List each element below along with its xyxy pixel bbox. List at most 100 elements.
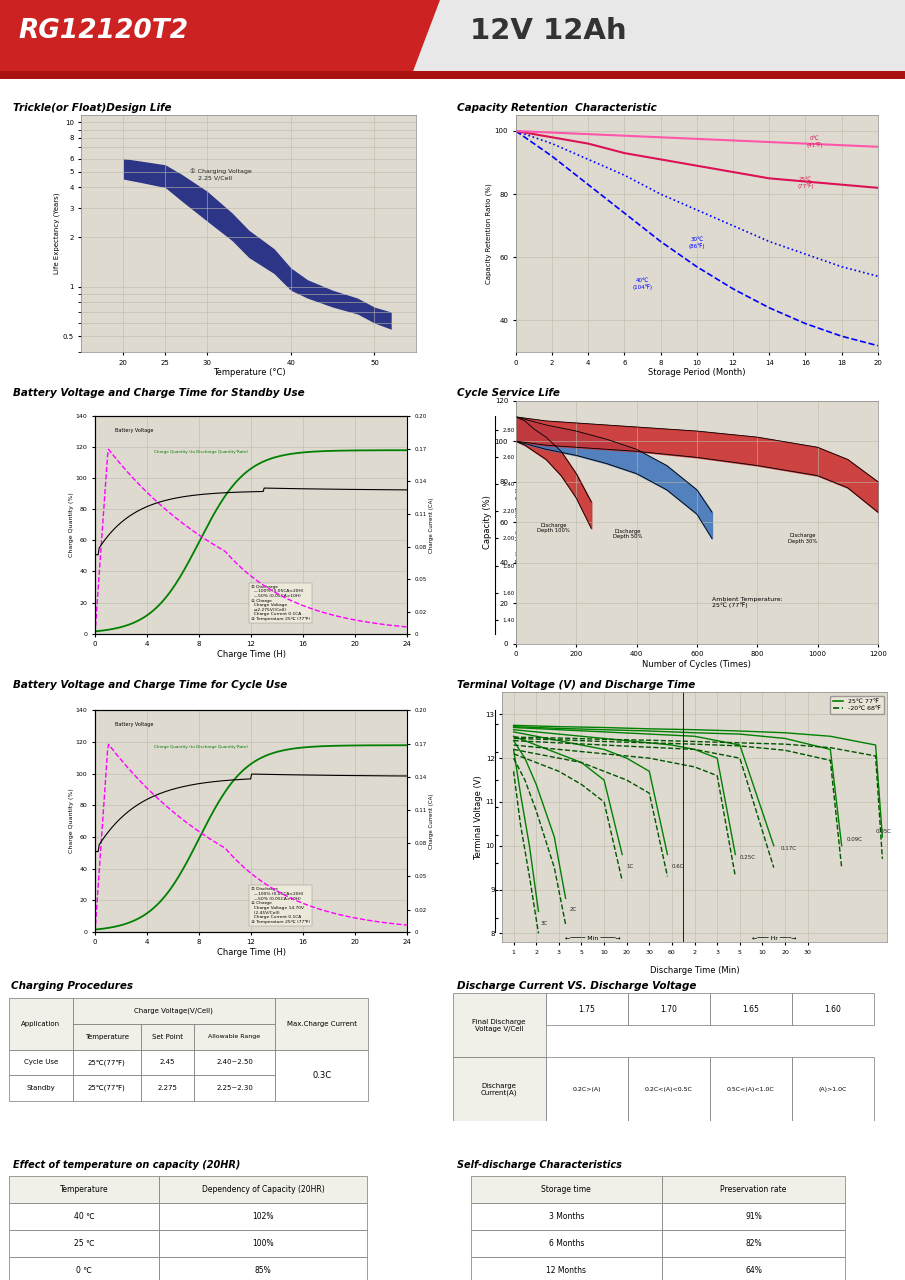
Bar <box>471 1176 662 1203</box>
Text: 25 ℃: 25 ℃ <box>73 1239 94 1248</box>
Bar <box>9 1176 159 1203</box>
Text: Application: Application <box>22 1021 61 1027</box>
Bar <box>471 1230 662 1257</box>
Bar <box>159 1176 367 1203</box>
Text: Allowable Range: Allowable Range <box>208 1034 261 1039</box>
Text: Temperature: Temperature <box>85 1034 129 1039</box>
Text: Discharge
Depth 30%: Discharge Depth 30% <box>788 532 817 544</box>
Text: Cycle Use: Cycle Use <box>24 1060 58 1065</box>
Bar <box>9 1230 159 1257</box>
Bar <box>9 1257 159 1280</box>
Text: 12 Months: 12 Months <box>547 1266 586 1275</box>
Text: 0 ℃: 0 ℃ <box>76 1266 92 1275</box>
Y-axis label: Battery Voltage (V/Per Cell): Battery Voltage (V/Per Cell) <box>516 783 521 859</box>
Text: 1.75: 1.75 <box>578 1005 595 1014</box>
Text: Trickle(or Float)Design Life: Trickle(or Float)Design Life <box>13 102 172 113</box>
X-axis label: Discharge Time (Min): Discharge Time (Min) <box>650 966 739 975</box>
Text: 0.05C: 0.05C <box>876 828 891 833</box>
Text: 1.60: 1.60 <box>824 1005 841 1014</box>
Text: 102%: 102% <box>252 1212 273 1221</box>
Bar <box>194 1024 275 1050</box>
Text: Discharge
Depth 50%: Discharge Depth 50% <box>613 529 643 539</box>
Bar <box>159 1257 367 1280</box>
Text: 3C: 3C <box>541 920 548 925</box>
Text: 2.45: 2.45 <box>160 1060 176 1065</box>
Bar <box>194 1050 275 1075</box>
Text: 0.2C<(A)<0.5C: 0.2C<(A)<0.5C <box>644 1087 692 1092</box>
Text: Cycle Service Life: Cycle Service Life <box>457 388 560 398</box>
Y-axis label: Charge Current (CA): Charge Current (CA) <box>429 497 433 553</box>
Text: 2.25~2.30: 2.25~2.30 <box>216 1085 252 1091</box>
Text: Battery Voltage and Charge Time for Cycle Use: Battery Voltage and Charge Time for Cycl… <box>14 680 288 690</box>
Bar <box>628 993 710 1025</box>
Text: 1.65: 1.65 <box>742 1005 759 1014</box>
Text: 82%: 82% <box>746 1239 762 1248</box>
Text: Dependency of Capacity (20HR): Dependency of Capacity (20HR) <box>202 1185 324 1194</box>
Text: 0.09C: 0.09C <box>846 837 862 842</box>
Text: Temperature: Temperature <box>60 1185 109 1194</box>
Bar <box>141 1024 194 1050</box>
Text: 0.5C<(A)<1.0C: 0.5C<(A)<1.0C <box>727 1087 775 1092</box>
Text: Battery Voltage: Battery Voltage <box>115 428 153 433</box>
Text: 64%: 64% <box>745 1266 762 1275</box>
Text: Final Discharge
Voltage V/Cell: Final Discharge Voltage V/Cell <box>472 1019 526 1032</box>
Text: Discharge
Current(A): Discharge Current(A) <box>481 1083 518 1096</box>
Text: 6 Months: 6 Months <box>548 1239 584 1248</box>
Text: Discharge Current VS. Discharge Voltage: Discharge Current VS. Discharge Voltage <box>457 980 696 991</box>
Bar <box>662 1257 845 1280</box>
Bar <box>662 1203 845 1230</box>
Text: 0.25C: 0.25C <box>740 855 756 860</box>
X-axis label: Charge Time (H): Charge Time (H) <box>216 650 286 659</box>
Y-axis label: Life Expectancy (Years): Life Expectancy (Years) <box>53 193 60 274</box>
Bar <box>141 1075 194 1101</box>
Text: ←─── Hr ───→: ←─── Hr ───→ <box>751 936 796 941</box>
X-axis label: Charge Time (H): Charge Time (H) <box>216 948 286 957</box>
Bar <box>546 1057 628 1121</box>
Bar <box>662 1176 845 1203</box>
Text: RG12120T2: RG12120T2 <box>18 18 188 44</box>
Legend: 25℃ 77℉, -20℃ 68℉: 25℃ 77℉, -20℃ 68℉ <box>830 695 884 714</box>
Bar <box>194 1075 275 1101</box>
Bar <box>710 1057 792 1121</box>
Bar <box>72 1075 141 1101</box>
Text: 3 Months: 3 Months <box>548 1212 584 1221</box>
Bar <box>792 1057 874 1121</box>
Text: Self-discharge Characteristics: Self-discharge Characteristics <box>457 1160 622 1170</box>
Text: Set Point: Set Point <box>152 1034 183 1039</box>
Bar <box>452 1057 546 1121</box>
Text: 25℃
(77℉): 25℃ (77℉) <box>797 177 814 189</box>
Text: Max.Charge Current: Max.Charge Current <box>287 1021 357 1027</box>
Bar <box>275 998 368 1050</box>
Text: Ambient Temperature:
25℃ (77℉): Ambient Temperature: 25℃ (77℉) <box>712 596 783 608</box>
Y-axis label: Capacity Retention Ratio (%): Capacity Retention Ratio (%) <box>485 183 492 284</box>
Text: ① Charging Voltage
    2.25 V/Cell: ① Charging Voltage 2.25 V/Cell <box>190 169 252 180</box>
Text: ① Discharge
  —100% (0.05CA×20H)
  —50% (0.05CA×10H)
② Charge
  Charge Voltage
 : ① Discharge —100% (0.05CA×20H) —50% (0.0… <box>251 585 310 621</box>
Text: 0℃
(41℉): 0℃ (41℉) <box>806 136 823 147</box>
Bar <box>9 1050 72 1075</box>
Text: 85%: 85% <box>254 1266 272 1275</box>
Text: Capacity Retention  Characteristic: Capacity Retention Characteristic <box>457 102 657 113</box>
Text: 0.3C: 0.3C <box>312 1070 331 1080</box>
Bar <box>662 1230 845 1257</box>
Y-axis label: Charge Quantity (%): Charge Quantity (%) <box>70 788 74 854</box>
Text: 0.6C: 0.6C <box>672 864 684 869</box>
Bar <box>9 998 72 1050</box>
Text: 2.40~2.50: 2.40~2.50 <box>216 1060 252 1065</box>
Text: 12V 12Ah: 12V 12Ah <box>470 17 626 45</box>
Text: 40℃
(104℉): 40℃ (104℉) <box>633 278 653 289</box>
Text: 40 ℃: 40 ℃ <box>73 1212 94 1221</box>
Text: 2.275: 2.275 <box>157 1085 177 1091</box>
Text: Discharge
Depth 100%: Discharge Depth 100% <box>538 522 570 534</box>
Text: Charge Quantity (to Discharge Quantity’Rate): Charge Quantity (to Discharge Quantity’R… <box>154 745 248 749</box>
Bar <box>546 993 628 1025</box>
Y-axis label: Battery Voltage (V/Per Cell): Battery Voltage (V/Per Cell) <box>516 488 521 562</box>
Bar <box>275 1050 368 1101</box>
Bar <box>72 1050 141 1075</box>
X-axis label: Number of Cycles (Times): Number of Cycles (Times) <box>643 660 751 669</box>
Text: 1.70: 1.70 <box>661 1005 677 1014</box>
Text: 2C: 2C <box>570 908 577 913</box>
Bar <box>0 72 905 79</box>
Y-axis label: Capacity (%): Capacity (%) <box>483 495 492 549</box>
Bar <box>72 1024 141 1050</box>
Text: 0.2C>(A): 0.2C>(A) <box>572 1087 601 1092</box>
